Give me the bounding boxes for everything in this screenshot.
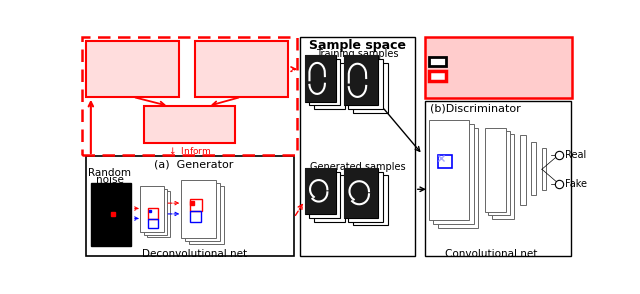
Bar	[520, 135, 527, 205]
Bar	[189, 186, 224, 244]
Bar	[190, 211, 201, 222]
Text: Training samples: Training samples	[316, 49, 399, 59]
Bar	[143, 188, 167, 235]
Bar	[438, 128, 478, 228]
Text: generated samples: generated samples	[89, 52, 177, 61]
Bar	[542, 148, 546, 190]
Bar	[353, 63, 388, 113]
Bar	[143, 106, 235, 143]
Text: $d(\Sigma(p_{\rm data}),\Sigma(p_{G(z)}))$: $d(\Sigma(p_{\rm data}),\Sigma(p_{G(z)})…	[148, 118, 231, 132]
Text: $\Sigma$  Covariance: $\Sigma$ Covariance	[429, 82, 507, 94]
Text: Statistics of: Statistics of	[106, 44, 159, 54]
Bar	[309, 172, 340, 218]
Text: (b)Discriminator: (b)Discriminator	[430, 104, 521, 114]
Bar	[425, 101, 571, 256]
Bar	[344, 168, 378, 218]
Bar	[531, 141, 536, 196]
Bar	[488, 131, 510, 216]
Text: Random: Random	[88, 168, 131, 178]
Bar	[305, 168, 336, 214]
Text: noise: noise	[95, 176, 124, 186]
Bar	[425, 37, 572, 98]
Text: Measure distance: Measure distance	[149, 110, 229, 119]
Bar	[429, 120, 469, 220]
Text: Sample space: Sample space	[309, 39, 406, 52]
Text: Statistics of: Statistics of	[214, 44, 268, 54]
Bar	[305, 168, 336, 214]
Bar	[190, 198, 202, 211]
Text: $\Sigma(p_{G(z)})$: $\Sigma(p_{G(z)})$	[115, 60, 150, 75]
Bar	[433, 124, 474, 224]
Bar	[309, 59, 340, 105]
Text: Fake: Fake	[565, 179, 587, 189]
Bar	[147, 191, 170, 237]
Bar	[184, 183, 220, 241]
Bar	[429, 57, 446, 66]
Bar	[492, 134, 514, 218]
Bar	[140, 186, 164, 232]
Bar	[180, 180, 216, 238]
Bar	[314, 63, 345, 109]
Bar	[81, 37, 297, 155]
Bar	[348, 172, 383, 222]
Text: $\downarrow$ Inform: $\downarrow$ Inform	[167, 146, 212, 156]
Text: Deconvolutional net: Deconvolutional net	[142, 249, 247, 259]
Bar	[148, 218, 157, 228]
Text: Convolutional net: Convolutional net	[445, 249, 537, 259]
Bar	[86, 156, 294, 256]
Bar	[348, 59, 383, 109]
Bar	[300, 37, 415, 256]
Text: Traditional GANs: Traditional GANs	[451, 52, 537, 62]
Text: Legend:: Legend:	[429, 41, 479, 51]
Bar	[353, 176, 388, 225]
Bar	[429, 71, 446, 81]
Text: Our contribution: Our contribution	[451, 68, 536, 78]
Bar	[344, 55, 378, 105]
Bar	[344, 168, 378, 218]
Text: (a)  Generator: (a) Generator	[154, 159, 233, 169]
Text: $\Sigma(p_{\rm data})$: $\Sigma(p_{\rm data})$	[223, 60, 260, 74]
Bar	[195, 41, 288, 97]
Bar	[314, 176, 345, 222]
Bar	[438, 155, 452, 168]
Text: Real: Real	[565, 150, 586, 160]
Bar	[344, 55, 378, 105]
Bar	[484, 128, 506, 212]
Bar	[148, 208, 158, 218]
Bar	[91, 183, 131, 246]
Bar	[305, 55, 336, 101]
Bar	[86, 41, 179, 97]
Text: Generated samples: Generated samples	[310, 162, 405, 172]
Bar	[305, 55, 336, 101]
Text: training samples: training samples	[204, 52, 279, 61]
